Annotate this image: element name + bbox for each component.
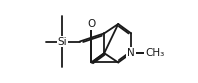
Text: CH₃: CH₃ [145,48,164,58]
Text: Si: Si [57,37,67,46]
Text: O: O [87,19,96,29]
Text: N: N [127,48,135,58]
